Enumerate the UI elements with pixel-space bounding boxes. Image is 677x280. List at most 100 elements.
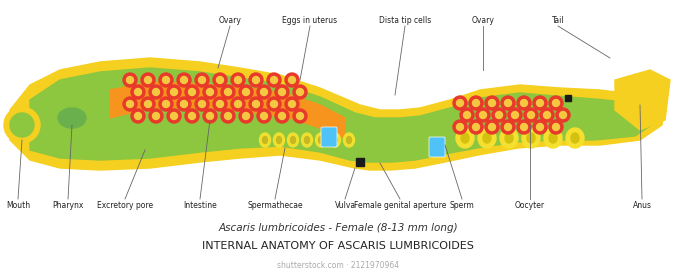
Polygon shape (110, 82, 150, 118)
Ellipse shape (305, 137, 309, 144)
Ellipse shape (343, 133, 355, 147)
Circle shape (127, 101, 133, 108)
Circle shape (540, 108, 554, 122)
Circle shape (144, 101, 152, 108)
Circle shape (489, 99, 496, 106)
Circle shape (234, 101, 242, 108)
Circle shape (275, 109, 289, 123)
Circle shape (152, 88, 160, 95)
Circle shape (135, 88, 141, 95)
Circle shape (144, 76, 152, 83)
Polygon shape (150, 82, 200, 108)
Text: Tail: Tail (552, 15, 565, 25)
Text: Sperm: Sperm (450, 200, 475, 209)
Circle shape (253, 101, 259, 108)
Circle shape (206, 88, 213, 95)
Circle shape (135, 113, 141, 120)
Circle shape (476, 108, 490, 122)
Ellipse shape (259, 133, 271, 147)
Circle shape (181, 76, 188, 83)
Circle shape (278, 88, 286, 95)
Ellipse shape (500, 128, 518, 148)
Ellipse shape (301, 133, 313, 147)
Circle shape (527, 111, 535, 118)
Text: Mouth: Mouth (6, 200, 30, 209)
Circle shape (181, 101, 188, 108)
Circle shape (517, 96, 531, 110)
Circle shape (485, 96, 499, 110)
Circle shape (225, 88, 232, 95)
Circle shape (221, 85, 235, 99)
Circle shape (544, 111, 550, 118)
Circle shape (453, 96, 467, 110)
Circle shape (141, 97, 155, 111)
Ellipse shape (263, 137, 267, 144)
Circle shape (504, 123, 512, 130)
Text: Intestine: Intestine (183, 200, 217, 209)
Ellipse shape (318, 137, 324, 144)
Circle shape (261, 113, 267, 120)
Ellipse shape (332, 137, 338, 144)
Circle shape (171, 113, 177, 120)
Circle shape (127, 76, 133, 83)
Circle shape (198, 76, 206, 83)
Circle shape (162, 76, 169, 83)
Text: INTERNAL ANATOMY OF ASCARIS LUMBRICOIDES: INTERNAL ANATOMY OF ASCARIS LUMBRICOIDES (202, 241, 474, 251)
Circle shape (249, 73, 263, 87)
Circle shape (512, 111, 519, 118)
Polygon shape (615, 70, 670, 130)
Circle shape (275, 85, 289, 99)
Circle shape (501, 96, 515, 110)
Circle shape (533, 96, 547, 110)
Circle shape (257, 85, 271, 99)
Ellipse shape (544, 128, 562, 148)
Circle shape (234, 76, 242, 83)
Circle shape (492, 108, 506, 122)
Circle shape (242, 113, 250, 120)
Circle shape (195, 97, 209, 111)
Circle shape (552, 99, 559, 106)
Circle shape (171, 88, 177, 95)
Circle shape (496, 111, 502, 118)
Ellipse shape (483, 133, 491, 143)
FancyBboxPatch shape (321, 127, 337, 147)
Text: shutterstock.com · 2121970964: shutterstock.com · 2121970964 (277, 262, 399, 270)
Circle shape (221, 109, 235, 123)
Circle shape (517, 120, 531, 134)
Circle shape (464, 111, 471, 118)
Ellipse shape (571, 133, 579, 143)
Circle shape (167, 109, 181, 123)
Ellipse shape (276, 137, 282, 144)
Circle shape (489, 123, 496, 130)
Circle shape (508, 108, 522, 122)
Circle shape (271, 76, 278, 83)
Circle shape (552, 123, 559, 130)
Text: Excretory pore: Excretory pore (97, 200, 153, 209)
Polygon shape (10, 58, 665, 170)
Circle shape (213, 73, 227, 87)
Circle shape (533, 120, 547, 134)
Circle shape (177, 73, 191, 87)
Circle shape (293, 85, 307, 99)
Circle shape (217, 76, 223, 83)
Circle shape (177, 97, 191, 111)
Circle shape (479, 111, 487, 118)
Polygon shape (250, 88, 290, 118)
Circle shape (536, 123, 544, 130)
Circle shape (504, 99, 512, 106)
Circle shape (249, 97, 263, 111)
Circle shape (185, 109, 199, 123)
Circle shape (556, 108, 570, 122)
Circle shape (242, 88, 250, 95)
Circle shape (198, 101, 206, 108)
Circle shape (524, 108, 538, 122)
Ellipse shape (347, 137, 351, 144)
Text: Oocyter: Oocyter (515, 200, 545, 209)
Text: Ovary: Ovary (219, 15, 242, 25)
Circle shape (152, 113, 160, 120)
Circle shape (231, 73, 245, 87)
Circle shape (195, 73, 209, 87)
Ellipse shape (456, 128, 474, 148)
Circle shape (217, 101, 223, 108)
Circle shape (456, 99, 464, 106)
